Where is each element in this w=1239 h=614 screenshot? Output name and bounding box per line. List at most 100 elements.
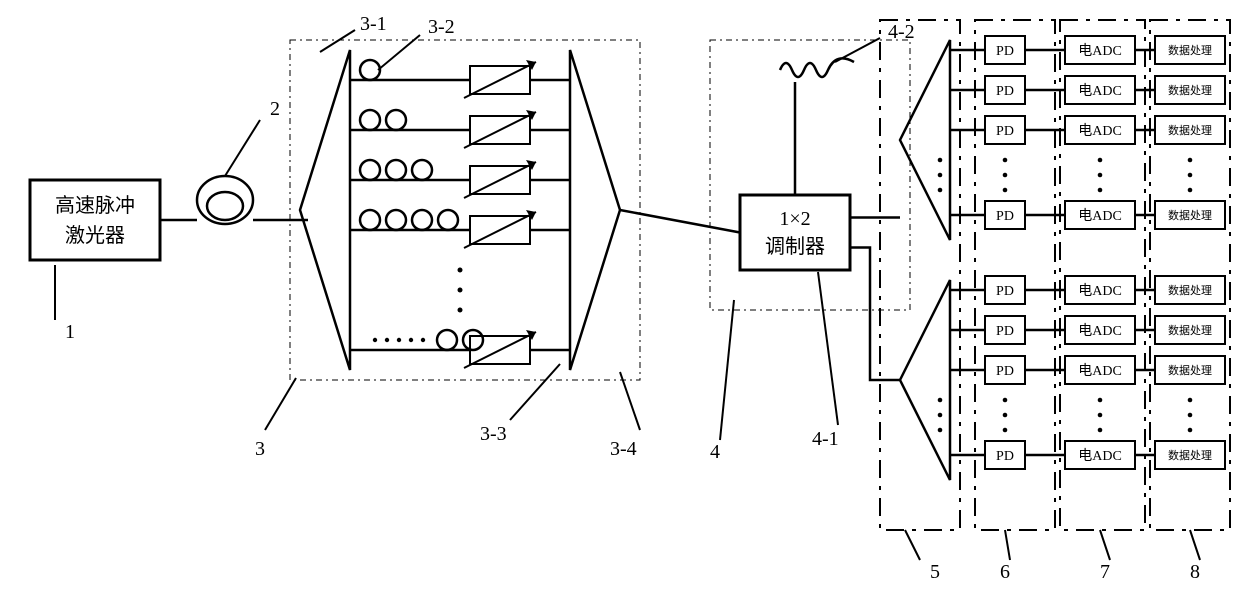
vdot-1005-2 <box>1003 428 1008 433</box>
pd-label-b0: PD <box>996 284 1014 299</box>
vdot-1190-0 <box>1188 158 1193 163</box>
ring-2-2 <box>412 160 432 180</box>
ring-3-1 <box>386 210 406 230</box>
rf-icon <box>780 58 854 77</box>
vdot-1190-1 <box>1188 413 1193 418</box>
vdot-940-1 <box>938 173 943 178</box>
ring-hdot-3 <box>409 338 413 342</box>
vdot-1005-1 <box>1003 413 1008 418</box>
demux-bot <box>900 280 950 480</box>
ring-last-a <box>437 330 457 350</box>
vdot-1100-2 <box>1098 428 1103 433</box>
ref-2-label: 2 <box>270 98 280 120</box>
mod-l1: 1×2 <box>779 208 810 230</box>
eadc-label-t3: 电ADC <box>1078 208 1122 224</box>
eadc-label-t1: 电ADC <box>1078 83 1122 99</box>
eadc-label-t0: 电ADC <box>1078 43 1122 59</box>
splitter-3-1 <box>300 50 350 370</box>
ref-3-1-lead <box>320 30 355 52</box>
sec3-vdot-0 <box>458 268 463 273</box>
ring-3-0 <box>360 210 380 230</box>
vdot-1100-2 <box>1098 188 1103 193</box>
ref-4-1-label: 4-1 <box>812 428 839 450</box>
sec3-vdot-1 <box>458 288 463 293</box>
demux-top <box>900 40 950 240</box>
amp-outer <box>197 176 253 224</box>
vdot-1190-0 <box>1188 398 1193 403</box>
vdot-1100-0 <box>1098 398 1103 403</box>
vdot-1005-1 <box>1003 173 1008 178</box>
dp-label-t3: 数据处理 <box>1168 208 1212 222</box>
dp-label-b3: 数据处理 <box>1168 448 1212 462</box>
ref-7-label: 7 <box>1100 561 1110 583</box>
ref-4-1-lead <box>818 272 838 425</box>
laser-block <box>30 180 160 260</box>
vdot-940-0 <box>938 158 943 163</box>
eadc-label-b0: 电ADC <box>1078 283 1122 299</box>
vdot-1190-1 <box>1188 173 1193 178</box>
ring-2-0 <box>360 160 380 180</box>
pd-label-t2: PD <box>996 124 1014 139</box>
dp-label-t1: 数据处理 <box>1168 83 1212 97</box>
ref-3-lead <box>265 378 296 430</box>
vdot-940-2 <box>938 188 943 193</box>
eadc-label-b2: 电ADC <box>1078 363 1122 379</box>
ref-4-2-label: 4-2 <box>888 21 915 43</box>
vdot-1190-2 <box>1188 188 1193 193</box>
ref-3-3-label: 3-3 <box>480 423 507 445</box>
dp-label-b0: 数据处理 <box>1168 283 1212 297</box>
laser-label-l1: 高速脉冲 <box>55 194 135 217</box>
ref-3-1-label: 3-1 <box>360 13 387 35</box>
vdot-1190-2 <box>1188 428 1193 433</box>
ref-5-label: 5 <box>930 561 940 583</box>
vdot-940-0 <box>938 398 943 403</box>
vdot-1005-2 <box>1003 188 1008 193</box>
sec3-vdot-2 <box>458 308 463 313</box>
vdot-1100-0 <box>1098 158 1103 163</box>
ring-1-1 <box>386 110 406 130</box>
mod-l2: 调制器 <box>765 235 825 258</box>
ref-1-label: 1 <box>65 321 75 343</box>
section5-box <box>880 20 960 530</box>
link-sec3-mod <box>620 210 740 233</box>
ring-0-0 <box>360 60 380 80</box>
ring-3-2 <box>412 210 432 230</box>
vdot-1005-0 <box>1003 158 1008 163</box>
ref-6-label: 6 <box>1000 561 1010 583</box>
vdot-940-1 <box>938 413 943 418</box>
ref-6-lead <box>1005 530 1010 560</box>
eadc-label-b3: 电ADC <box>1078 448 1122 464</box>
ref-4-2-lead <box>835 38 880 62</box>
ring-1-0 <box>360 110 380 130</box>
ref-4-lead <box>720 300 734 440</box>
ref-4-label: 4 <box>710 441 720 463</box>
ref-3-2-label: 3-2 <box>428 16 455 38</box>
eadc-label-t2: 电ADC <box>1078 123 1122 139</box>
ref-5-lead <box>905 530 920 560</box>
vdot-940-2 <box>938 428 943 433</box>
vdot-1005-0 <box>1003 398 1008 403</box>
ref-3-2-lead <box>378 35 420 70</box>
dp-label-b2: 数据处理 <box>1168 363 1212 377</box>
ref-8-lead <box>1190 530 1200 560</box>
ref-2-lead <box>225 120 260 176</box>
pd-label-b3: PD <box>996 449 1014 464</box>
ref-3-4-label: 3-4 <box>610 438 637 460</box>
modulator <box>740 195 850 270</box>
ref-8-label: 8 <box>1190 561 1200 583</box>
ring-2-1 <box>386 160 406 180</box>
pd-label-b1: PD <box>996 324 1014 339</box>
ref-7-lead <box>1100 530 1110 560</box>
pd-label-b2: PD <box>996 364 1014 379</box>
section-3-box <box>290 40 640 380</box>
ref-3-4-lead <box>620 372 640 430</box>
pd-label-t3: PD <box>996 209 1014 224</box>
combiner-3-4 <box>570 50 620 370</box>
ref-3-3-lead <box>510 364 560 420</box>
dp-label-t2: 数据处理 <box>1168 123 1212 137</box>
ring-hdot-4 <box>421 338 425 342</box>
laser-label-l2: 激光器 <box>65 224 125 247</box>
ring-hdot-1 <box>385 338 389 342</box>
vdot-1100-1 <box>1098 173 1103 178</box>
vdot-1100-1 <box>1098 413 1103 418</box>
